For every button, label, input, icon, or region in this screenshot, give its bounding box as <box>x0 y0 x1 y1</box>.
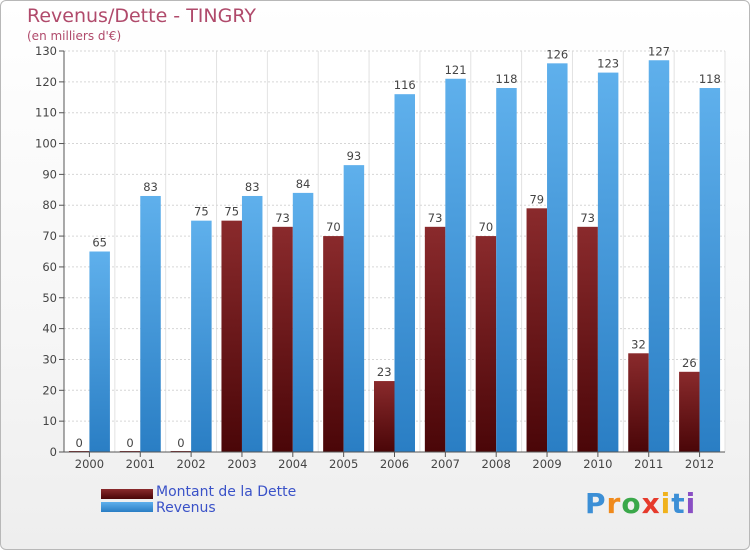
bar-dette <box>221 220 242 452</box>
y-tick-label: 130 <box>35 44 57 58</box>
y-tick-label: 90 <box>42 167 57 181</box>
bar-revenus <box>394 94 415 452</box>
data-label-revenus: 93 <box>347 149 362 163</box>
bar-revenus <box>343 165 365 452</box>
legend-swatch-revenus <box>101 502 153 512</box>
data-label-revenus: 123 <box>597 57 619 71</box>
bar-dette <box>323 236 344 452</box>
data-label-revenus: 65 <box>92 236 107 250</box>
chart-title: Revenus/Dette - TINGRY <box>27 5 256 27</box>
data-label-dette: 70 <box>326 220 341 234</box>
y-tick-label: 120 <box>35 75 57 89</box>
logo-letter: x <box>641 487 661 520</box>
data-label-revenus: 126 <box>546 47 568 61</box>
x-tick-label: 2002 <box>176 457 205 471</box>
x-tick-label: 2003 <box>227 457 256 471</box>
bar-revenus <box>496 88 517 452</box>
data-label-dette: 79 <box>529 192 544 206</box>
data-label-dette: 0 <box>76 436 83 450</box>
y-tick-label: 60 <box>42 260 57 274</box>
y-tick-label: 110 <box>35 106 57 120</box>
data-label-dette: 0 <box>177 436 184 450</box>
logo-letter: t <box>671 487 686 520</box>
bar-dette <box>628 353 649 452</box>
data-label-dette: 32 <box>631 337 646 351</box>
bar-dette <box>272 226 293 452</box>
bar-dette <box>577 226 598 452</box>
bar-dette <box>374 381 395 452</box>
x-tick-label: 2001 <box>126 457 155 471</box>
data-label-revenus: 127 <box>648 44 670 58</box>
data-label-revenus: 83 <box>245 180 260 194</box>
data-label-revenus: 118 <box>699 72 721 86</box>
y-tick-label: 80 <box>42 198 57 212</box>
logo-letter: P <box>585 487 607 520</box>
data-label-dette: 70 <box>479 220 494 234</box>
bar-dette <box>679 371 700 452</box>
y-tick-label: 50 <box>42 291 57 305</box>
y-tick-label: 20 <box>42 383 57 397</box>
bar-revenus <box>547 63 568 452</box>
data-label-dette: 0 <box>126 436 133 450</box>
x-tick-label: 2012 <box>685 457 714 471</box>
x-tick-label: 2009 <box>532 457 561 471</box>
axis-layer: 0 10 20 30 40 50 60 70 80 90 100 110 120 130 2000 2001 2… <box>35 44 725 471</box>
data-label-dette: 73 <box>580 211 595 225</box>
logo-letter: i <box>685 487 697 520</box>
y-tick-label: 70 <box>42 229 57 243</box>
legend-swatch-debt <box>101 489 153 499</box>
bar-revenus <box>140 195 161 452</box>
legend-label-revenus: Revenus <box>156 500 216 516</box>
data-label-dette: 26 <box>682 356 697 370</box>
logo-letter: r <box>606 487 622 520</box>
data-label-dette: 23 <box>377 365 392 379</box>
chart-subtitle: (en milliers d'€) <box>27 29 122 43</box>
data-label-revenus: 83 <box>143 180 158 194</box>
data-label-dette: 73 <box>275 211 290 225</box>
bar-revenus <box>191 220 212 452</box>
logo-letter: i <box>660 487 672 520</box>
x-tick-label: 2010 <box>583 457 612 471</box>
labels-layer: 0 65 0 83 0 75 75 83 73 84 70 93 23 116 73 121 70 118 79 12… <box>76 44 721 450</box>
data-label-revenus: 121 <box>445 63 467 77</box>
bar-revenus <box>292 192 314 452</box>
x-tick-label: 2006 <box>380 457 409 471</box>
bar-dette <box>526 208 548 452</box>
data-label-revenus: 84 <box>296 177 311 191</box>
y-tick-label: 10 <box>42 414 57 428</box>
x-tick-label: 2008 <box>482 457 511 471</box>
x-tick-label: 2011 <box>634 457 663 471</box>
x-tick-label: 2007 <box>431 457 460 471</box>
y-tick-label: 100 <box>35 137 57 151</box>
bars-layer <box>68 60 721 452</box>
y-tick-label: 30 <box>42 352 57 366</box>
data-label-dette: 75 <box>224 205 239 219</box>
legend-label-debt: Montant de la Dette <box>156 484 297 500</box>
y-tick-label: 0 <box>50 445 57 459</box>
proxiti-logo: Proxiti <box>585 487 696 520</box>
y-tick-label: 40 <box>42 322 57 336</box>
bar-revenus <box>648 60 670 452</box>
bar-revenus <box>89 251 110 452</box>
bar-revenus <box>241 195 263 452</box>
bar-revenus <box>597 72 619 452</box>
data-label-revenus: 75 <box>194 205 209 219</box>
x-tick-label: 2005 <box>329 457 358 471</box>
bar-revenus <box>445 78 466 452</box>
bar-dette <box>424 226 446 452</box>
x-tick-label: 2000 <box>75 457 104 471</box>
data-label-revenus: 118 <box>495 72 517 86</box>
bar-revenus <box>699 88 721 452</box>
data-label-dette: 73 <box>428 211 443 225</box>
logo-letter: o <box>621 487 642 520</box>
data-label-revenus: 116 <box>394 78 416 92</box>
bar-dette <box>475 236 497 452</box>
x-tick-label: 2004 <box>278 457 307 471</box>
